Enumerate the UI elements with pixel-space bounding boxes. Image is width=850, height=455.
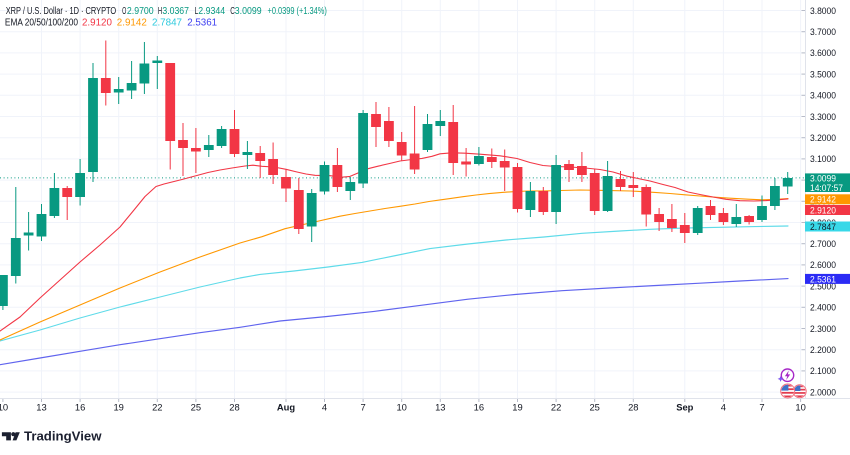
svg-text:16: 16 (75, 402, 85, 413)
svg-text:28: 28 (229, 402, 239, 413)
svg-text:2.4000: 2.4000 (810, 302, 836, 313)
svg-text:19: 19 (113, 402, 123, 413)
svg-text:10: 10 (0, 402, 8, 413)
svg-text:2.9700: 2.9700 (127, 6, 154, 17)
svg-text:TradingView: TradingView (24, 428, 102, 443)
svg-text:+0.0399 (+1.34%): +0.0399 (+1.34%) (268, 6, 327, 17)
svg-text:O: O (122, 6, 126, 17)
svg-text:Aug: Aug (277, 402, 295, 413)
svg-text:14:07:57: 14:07:57 (810, 182, 843, 193)
svg-text:3.3000: 3.3000 (810, 111, 836, 122)
svg-text:2.9344: 2.9344 (198, 6, 225, 17)
svg-text:3.0367: 3.0367 (162, 6, 189, 17)
svg-text:2.6000: 2.6000 (810, 259, 836, 270)
svg-text:10: 10 (795, 402, 805, 413)
svg-text:4: 4 (721, 402, 726, 413)
svg-text:22: 22 (551, 402, 561, 413)
svg-text:4: 4 (322, 402, 327, 413)
svg-text:28: 28 (628, 402, 638, 413)
svg-text:2.5000: 2.5000 (810, 280, 836, 291)
svg-text:2.9120: 2.9120 (82, 18, 112, 29)
svg-text:10: 10 (396, 402, 406, 413)
svg-text:3.5000: 3.5000 (810, 68, 836, 79)
svg-text:2.9142: 2.9142 (117, 18, 147, 29)
svg-text:25: 25 (589, 402, 599, 413)
svg-text:3.7000: 3.7000 (810, 26, 836, 37)
svg-text:EMA 20/50/100/200: EMA 20/50/100/200 (5, 18, 79, 29)
svg-text:2.9142: 2.9142 (810, 194, 836, 205)
svg-text:3.8000: 3.8000 (810, 5, 836, 16)
svg-text:13: 13 (36, 402, 46, 413)
svg-text:C: C (230, 6, 235, 17)
svg-text:7: 7 (360, 402, 365, 413)
svg-text:2.5361: 2.5361 (810, 273, 836, 284)
svg-text:13: 13 (435, 402, 445, 413)
svg-text:16: 16 (474, 402, 484, 413)
svg-text:2.2000: 2.2000 (810, 344, 836, 355)
svg-text:19: 19 (512, 402, 522, 413)
svg-text:2.5361: 2.5361 (187, 18, 217, 29)
svg-text:XRP / U.S. Dollar · 1D · CRYPT: XRP / U.S. Dollar · 1D · CRYPTO (6, 6, 117, 17)
svg-text:2.7847: 2.7847 (152, 18, 182, 29)
svg-text:7: 7 (759, 402, 764, 413)
svg-text:25: 25 (191, 402, 201, 413)
svg-text:22: 22 (152, 402, 162, 413)
svg-text:2.3000: 2.3000 (810, 323, 836, 334)
svg-text:L: L (195, 6, 199, 17)
svg-text:3.4000: 3.4000 (810, 90, 836, 101)
svg-text:2.7000: 2.7000 (810, 238, 836, 249)
svg-text:Sep: Sep (676, 402, 693, 413)
svg-text:3.0099: 3.0099 (810, 172, 836, 183)
svg-text:2.7847: 2.7847 (810, 221, 836, 232)
svg-text:2.1000: 2.1000 (810, 365, 836, 376)
svg-text:H: H (158, 6, 162, 17)
svg-text:3.2000: 3.2000 (810, 132, 836, 143)
svg-text:3.6000: 3.6000 (810, 47, 836, 58)
svg-text:3.1000: 3.1000 (810, 153, 836, 164)
svg-text:2.9120: 2.9120 (810, 204, 836, 215)
svg-text:3.0099: 3.0099 (235, 6, 262, 17)
svg-text:2.0000: 2.0000 (810, 386, 836, 397)
